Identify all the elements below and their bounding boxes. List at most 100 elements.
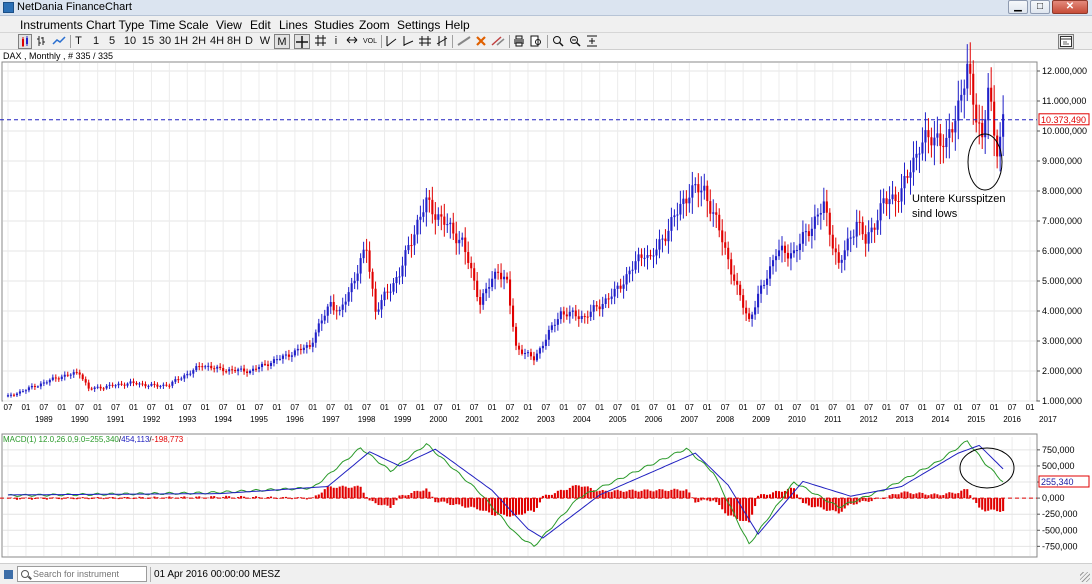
candle-body [446,224,449,226]
candle-body [526,352,530,354]
maximize-button[interactable]: □ [1030,0,1050,14]
macd-histogram-bar [123,496,126,499]
zoom-in-icon[interactable] [551,34,565,49]
candle-body [766,278,769,285]
minimize-button[interactable]: ▁ [1008,0,1028,14]
macd-histogram-bar [529,498,533,511]
macd-histogram-bar [978,498,981,508]
text-tool-icon[interactable]: i [334,35,338,47]
fibonacci-icon[interactable] [418,34,432,49]
zoom-fit-icon[interactable] [585,34,599,49]
period-1[interactable]: 1 [92,35,100,47]
resize-grip-icon[interactable] [1080,572,1090,582]
instrument-search[interactable] [17,566,147,582]
channel-icon[interactable] [435,34,449,49]
period-8h[interactable]: 8H [226,35,242,47]
menu-time-scale[interactable]: Time Scale [149,18,209,32]
candle-body [290,355,293,357]
grid-icon[interactable] [313,34,327,49]
macd-histogram-bar [990,498,993,510]
period-5[interactable]: 5 [108,35,116,47]
menu-edit[interactable]: Edit [250,18,271,32]
candle-body [332,302,335,311]
volume-toggle[interactable]: VOL [362,38,377,45]
macd-histogram-bar [353,486,356,499]
month-tick-label: 07 [685,403,694,412]
candle-body [189,373,192,375]
pan-arrows-icon[interactable] [345,34,359,49]
period-15[interactable]: 15 [141,35,155,47]
candle-body [774,256,778,261]
candle-body [485,288,488,294]
ohlc-bar-icon[interactable] [34,34,48,49]
zoom-out-icon[interactable] [568,34,582,49]
draw-line-icon[interactable] [456,34,472,49]
month-tick-label: 01 [846,403,855,412]
macd-histogram-bar [768,494,772,499]
candle-body [975,104,978,123]
candle-body [957,100,960,121]
menu-lines[interactable]: Lines [279,18,308,32]
menu-zoom[interactable]: Zoom [359,18,390,32]
candle-body [556,319,559,325]
trendline-icon[interactable] [384,34,398,49]
print-preview-icon[interactable] [529,34,543,49]
month-tick-label: 01 [667,403,676,412]
macd-histogram-bar [476,498,479,510]
menu-instruments[interactable]: Instruments [20,18,83,32]
macd-histogram-bar [263,498,267,499]
properties-icon[interactable] [490,34,506,49]
macd-histogram-bar [777,491,781,499]
candle-body [386,291,389,293]
period-4h[interactable]: 4H [209,35,225,47]
menu-settings[interactable]: Settings [397,18,441,32]
period-monthly[interactable]: M [274,34,290,49]
price-tick-label: 4.000,000 [1042,306,1082,316]
candle-body [535,353,538,361]
candle-body [655,249,658,256]
line-chart-icon[interactable] [51,34,67,49]
month-tick-label: 01 [165,403,174,412]
delete-drawings-icon[interactable] [474,34,488,49]
macd-histogram-bar [718,498,721,505]
period-30[interactable]: 30 [158,35,172,47]
menu-view[interactable]: View [216,18,242,32]
macd-histogram-bar [975,498,978,503]
period-1h[interactable]: 1H [173,35,189,47]
macd-histogram-bar [825,498,828,511]
period-10[interactable]: 10 [123,35,137,47]
price-tick-label: 7.000,000 [1042,216,1082,226]
print-icon[interactable] [512,34,526,49]
menu-help[interactable]: Help [445,18,470,32]
candle-body [281,355,284,359]
candle-body [658,239,661,250]
candle-body [780,245,784,251]
period-weekly[interactable]: W [259,35,271,47]
candle-body [201,366,204,368]
panel-layout-icon[interactable] [1058,34,1074,49]
candlestick-icon[interactable] [18,34,32,49]
macd-histogram-bar [688,492,691,499]
trendline-extend-icon[interactable] [401,34,415,49]
search-input[interactable] [33,567,145,581]
candle-body [180,378,183,380]
candle-body [165,384,168,386]
candle-body [252,368,255,371]
close-button[interactable]: ✕ [1052,0,1088,14]
menu-studies[interactable]: Studies [314,18,355,32]
year-tick-label: 2005 [609,415,627,424]
macd-histogram-bar [470,498,473,507]
crosshair-icon[interactable] [294,34,310,49]
candle-body [210,365,213,369]
candle-body [724,242,727,248]
macd-histogram-bar [535,498,538,508]
macd-histogram-bar [237,496,240,499]
macd-histogram-bar [141,497,144,499]
month-tick-label: 07 [936,403,945,412]
menu-chart-type[interactable]: Chart Type [86,18,145,32]
candle-body [150,383,153,386]
period-2h[interactable]: 2H [191,35,207,47]
period-daily[interactable]: D [245,35,253,47]
period-tick[interactable]: T [75,35,82,47]
